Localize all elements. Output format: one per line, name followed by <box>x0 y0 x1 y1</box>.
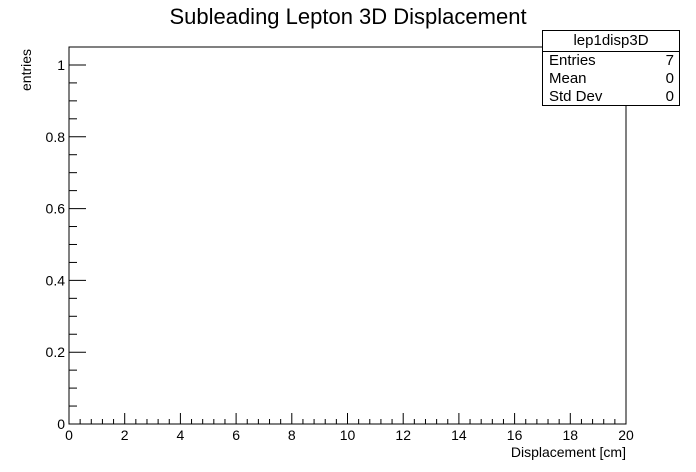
y-axis-label: entries <box>18 49 34 91</box>
chart-title: Subleading Lepton 3D Displacement <box>169 4 526 29</box>
y-tick-label: 0.2 <box>46 344 66 360</box>
stats-value: 0 <box>665 70 674 87</box>
stats-row-stddev: Std Dev 0 <box>549 88 674 106</box>
x-tick-label: 12 <box>395 427 411 443</box>
axis-ticks <box>68 46 627 425</box>
stats-label: Entries <box>549 52 596 69</box>
stats-value: 7 <box>665 52 674 69</box>
x-tick-label: 8 <box>288 427 296 443</box>
stats-title: lep1disp3D <box>573 32 649 49</box>
x-tick-label: 10 <box>340 427 356 443</box>
stats-box: lep1disp3D Entries 7 Mean 0 Std Dev 0 <box>542 30 680 106</box>
x-tick-label: 0 <box>65 427 73 443</box>
y-tick-label: 0 <box>57 416 65 432</box>
stats-label: Mean <box>549 70 587 87</box>
y-tick-labels: 0 0.2 0.4 0.6 0.8 1 <box>46 57 66 432</box>
x-tick-label: 18 <box>563 427 579 443</box>
stats-label: Std Dev <box>549 88 603 105</box>
x-tick-label: 4 <box>177 427 185 443</box>
y-tick-label: 1 <box>57 57 65 73</box>
stats-row-mean: Mean 0 <box>549 70 674 88</box>
stats-row-entries: Entries 7 <box>549 52 674 70</box>
x-tick-label: 16 <box>507 427 523 443</box>
y-tick-label: 0.6 <box>46 201 66 217</box>
x-axis-label: Displacement [cm] <box>511 444 626 460</box>
stats-value: 0 <box>665 88 674 105</box>
y-tick-label: 0.4 <box>46 272 66 288</box>
x-tick-label: 20 <box>618 427 634 443</box>
x-tick-label: 14 <box>451 427 467 443</box>
stats-divider <box>543 51 679 52</box>
y-tick-label: 0.8 <box>46 129 66 145</box>
x-tick-label: 2 <box>121 427 129 443</box>
x-tick-label: 6 <box>232 427 240 443</box>
x-tick-labels: 0 2 4 6 8 10 12 14 16 18 20 <box>65 427 634 443</box>
